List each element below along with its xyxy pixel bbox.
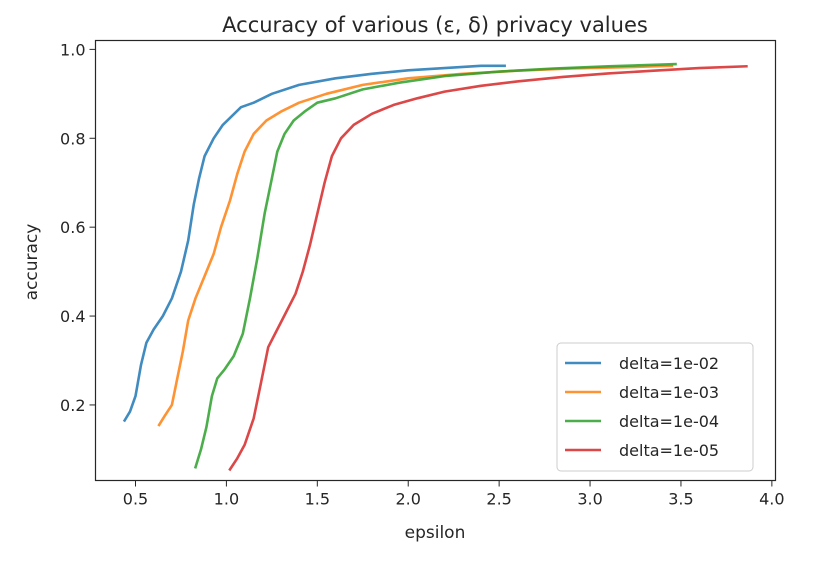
y-axis-label: accuracy [22,224,42,301]
y-tick-label: 0.4 [60,307,85,326]
legend-label: delta=1e-03 [619,383,719,402]
legend-label: delta=1e-05 [619,441,719,460]
x-tick-label: 3.0 [577,490,602,509]
y-tick-label: 0.2 [60,396,85,415]
y-tick-label: 0.8 [60,129,85,148]
x-axis-label: epsilon [405,523,466,543]
y-axis: 0.2 0.4 0.6 0.8 1.0 [60,40,96,415]
x-tick-label: 0.5 [123,490,148,509]
x-tick-label: 4.0 [759,490,784,509]
x-tick-label: 1.0 [214,490,239,509]
legend-label: delta=1e-04 [619,412,719,431]
legend: delta=1e-02 delta=1e-03 delta=1e-04 delta=1… [556,342,754,472]
x-tick-label: 2.5 [486,490,511,509]
series-line-1 [122,64,506,423]
x-tick-label: 3.5 [668,490,693,509]
chart-title: Accuracy of various (ε, δ) privacy value… [222,13,648,37]
y-tick-label: 0.6 [60,218,85,237]
plot-frame [94,39,777,482]
x-tick-label: 1.5 [305,490,330,509]
series-line-3 [193,62,677,469]
legend-box [556,342,754,472]
legend-label: delta=1e-02 [619,354,719,373]
plot-lines [122,62,748,472]
series-line-4 [228,64,748,472]
y-tick-label: 1.0 [60,40,85,59]
x-tick-label: 2.0 [396,490,421,509]
x-axis: 0.5 1.0 1.5 2.0 2.5 3.0 3.5 4.0 [123,480,785,509]
